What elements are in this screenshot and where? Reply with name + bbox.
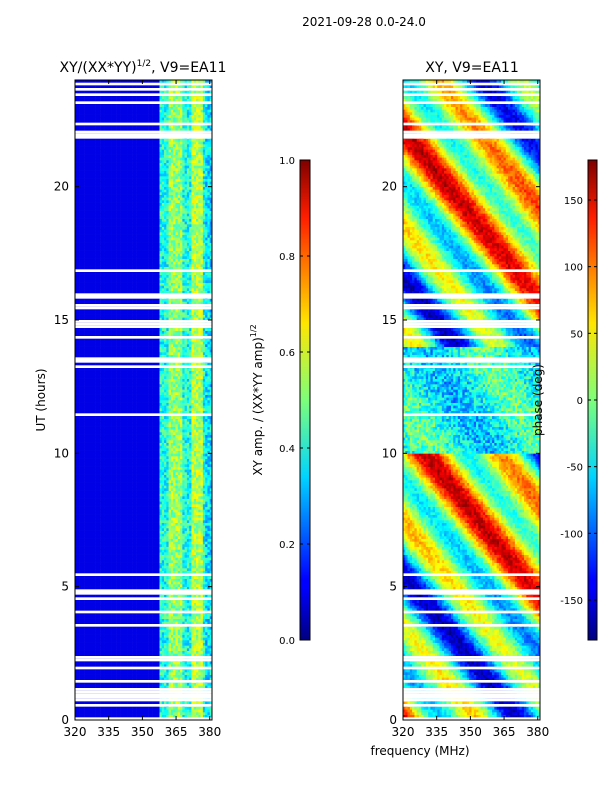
- amplitude-xtick-label: 350: [131, 725, 154, 739]
- phase-panel-title: XY, V9=EA11: [425, 60, 519, 76]
- amplitude-xtick-label: 320: [64, 725, 87, 739]
- amplitude-colorbar-label-sup: 1/2: [249, 324, 258, 337]
- phase-colorbar-tick-label: 0: [577, 396, 583, 407]
- phase-colorbar-tick-label: -150: [560, 596, 583, 607]
- phase-ytick-label: 5: [389, 580, 397, 594]
- amplitude-title-main: XY/(XX*YY): [60, 60, 137, 76]
- phase-colorbar-tick-label: 150: [564, 196, 583, 207]
- amplitude-title-sup: 1/2: [137, 59, 151, 69]
- phase-panel: XY, V9=EA11 320 335 350 365 380 0 5 10 15 20 freq…: [370, 60, 549, 758]
- amplitude-panel: XY/(XX*YY)1/2, V9=EA11 320 335 350 365 380 0 5…: [34, 59, 226, 739]
- phase-xtick-label: 320: [392, 725, 415, 739]
- phase-ytick-label: 0: [389, 713, 397, 727]
- phase-xlabel: frequency (MHz): [370, 744, 469, 758]
- phase-xtick-label: 380: [526, 725, 549, 739]
- phase-ytick-label: 20: [382, 180, 397, 194]
- amplitude-colorbar-tick-label: 0.8: [279, 252, 295, 263]
- amplitude-xtick-label: 365: [165, 725, 188, 739]
- phase-ytick-label: 15: [382, 313, 397, 327]
- amplitude-xtick-label: 335: [97, 725, 120, 739]
- phase-colorbar-tick-label: -50: [567, 463, 583, 474]
- phase-ytick-label: 10: [382, 446, 397, 460]
- amplitude-ytick-label: 5: [61, 580, 69, 594]
- amplitude-colorbar-tick-label: 0.0: [279, 636, 295, 647]
- amplitude-colorbar-label-main: XY amp. / (XX*YY amp): [251, 337, 265, 475]
- amplitude-title-suffix: , V9=EA11: [151, 60, 226, 76]
- amplitude-ytick-label: 15: [54, 313, 69, 327]
- amplitude-colorbar-tick-label: 0.2: [279, 540, 295, 551]
- phase-xtick-label: 365: [493, 725, 516, 739]
- phase-colorbar-label: phase (deg): [531, 364, 545, 436]
- phase-xtick-label: 335: [425, 725, 448, 739]
- amplitude-panel-title: XY/(XX*YY)1/2, V9=EA11: [60, 59, 227, 76]
- amplitude-heatmap: [75, 80, 212, 720]
- amplitude-colorbar-tick-label: 0.6: [279, 348, 295, 359]
- amplitude-ytick-label: 0: [61, 713, 69, 727]
- amplitude-xtick-label: 380: [198, 725, 221, 739]
- amplitude-colorbar: 0.0 0.2 0.4 0.6 0.8 1.0 XY amp. / (XX*YY amp)…: [249, 156, 310, 647]
- phase-heatmap: [403, 80, 540, 720]
- amplitude-ytick-label: 20: [54, 180, 69, 194]
- phase-xtick-label: 350: [459, 725, 482, 739]
- amplitude-colorbar-tick-label: 0.4: [279, 444, 295, 455]
- suptitle: 2021-09-28 0.0-24.0: [302, 15, 426, 29]
- phase-colorbar-tick-label: -100: [560, 529, 583, 540]
- amplitude-colorbar-label: XY amp. / (XX*YY amp)1/2: [249, 324, 265, 475]
- phase-colorbar-tick-label: 50: [570, 329, 583, 340]
- amplitude-colorbar-bar: [300, 160, 310, 640]
- amplitude-ylabel: UT (hours): [34, 368, 48, 431]
- amplitude-ytick-label: 10: [54, 446, 69, 460]
- phase-colorbar: -150 -100 -50 0 50 100 150 phase (deg): [531, 160, 597, 640]
- amplitude-colorbar-tick-label: 1.0: [279, 156, 295, 167]
- phase-colorbar-tick-label: 100: [564, 263, 583, 274]
